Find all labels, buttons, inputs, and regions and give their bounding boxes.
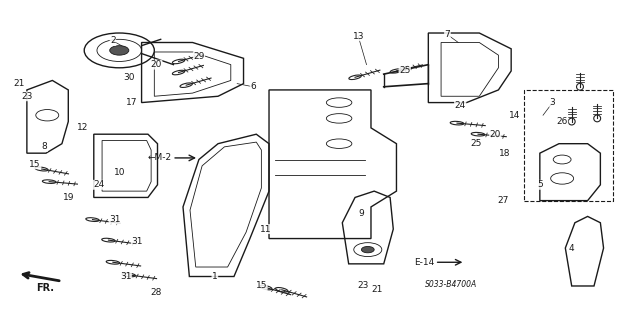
Text: 27: 27 — [497, 196, 509, 205]
Text: 12: 12 — [77, 123, 89, 132]
Text: 10: 10 — [113, 168, 125, 177]
Circle shape — [109, 46, 129, 55]
Circle shape — [362, 247, 374, 253]
Text: 15: 15 — [255, 281, 267, 291]
Text: 29: 29 — [193, 52, 205, 61]
Text: 23: 23 — [358, 281, 369, 291]
Bar — [524, 90, 613, 201]
Text: 19: 19 — [63, 193, 74, 202]
Text: 2: 2 — [110, 36, 116, 45]
Text: 7: 7 — [445, 30, 451, 39]
Text: 17: 17 — [126, 98, 138, 107]
Text: 25: 25 — [470, 139, 482, 148]
Text: S033-B4700A: S033-B4700A — [424, 280, 477, 289]
Text: 24: 24 — [454, 101, 466, 110]
Text: 15: 15 — [29, 160, 41, 169]
Text: ←M-2: ←M-2 — [148, 153, 172, 162]
Text: 9: 9 — [358, 209, 364, 218]
Text: 18: 18 — [499, 149, 511, 158]
Text: 25: 25 — [399, 66, 410, 76]
Text: 31: 31 — [109, 215, 120, 224]
Text: 24: 24 — [93, 180, 104, 189]
Text: 1: 1 — [212, 272, 218, 281]
Text: E-14: E-14 — [415, 258, 435, 267]
Text: 3: 3 — [550, 98, 556, 107]
Text: 28: 28 — [150, 288, 162, 297]
Text: 14: 14 — [509, 111, 520, 120]
Text: 30: 30 — [123, 73, 134, 82]
Text: 26: 26 — [556, 117, 568, 126]
Text: 31: 31 — [120, 272, 131, 281]
Text: 8: 8 — [42, 142, 47, 151]
Text: 20: 20 — [490, 130, 501, 139]
Text: FR.: FR. — [36, 283, 54, 293]
Text: 31: 31 — [131, 237, 143, 246]
Text: 21: 21 — [13, 79, 25, 88]
Text: 11: 11 — [260, 225, 271, 234]
Text: 21: 21 — [372, 285, 383, 294]
Text: 6: 6 — [250, 82, 256, 91]
Text: 13: 13 — [353, 32, 364, 41]
Text: 20: 20 — [150, 60, 162, 69]
Text: 5: 5 — [537, 180, 543, 189]
Text: 23: 23 — [21, 92, 33, 101]
Text: 4: 4 — [569, 243, 575, 253]
